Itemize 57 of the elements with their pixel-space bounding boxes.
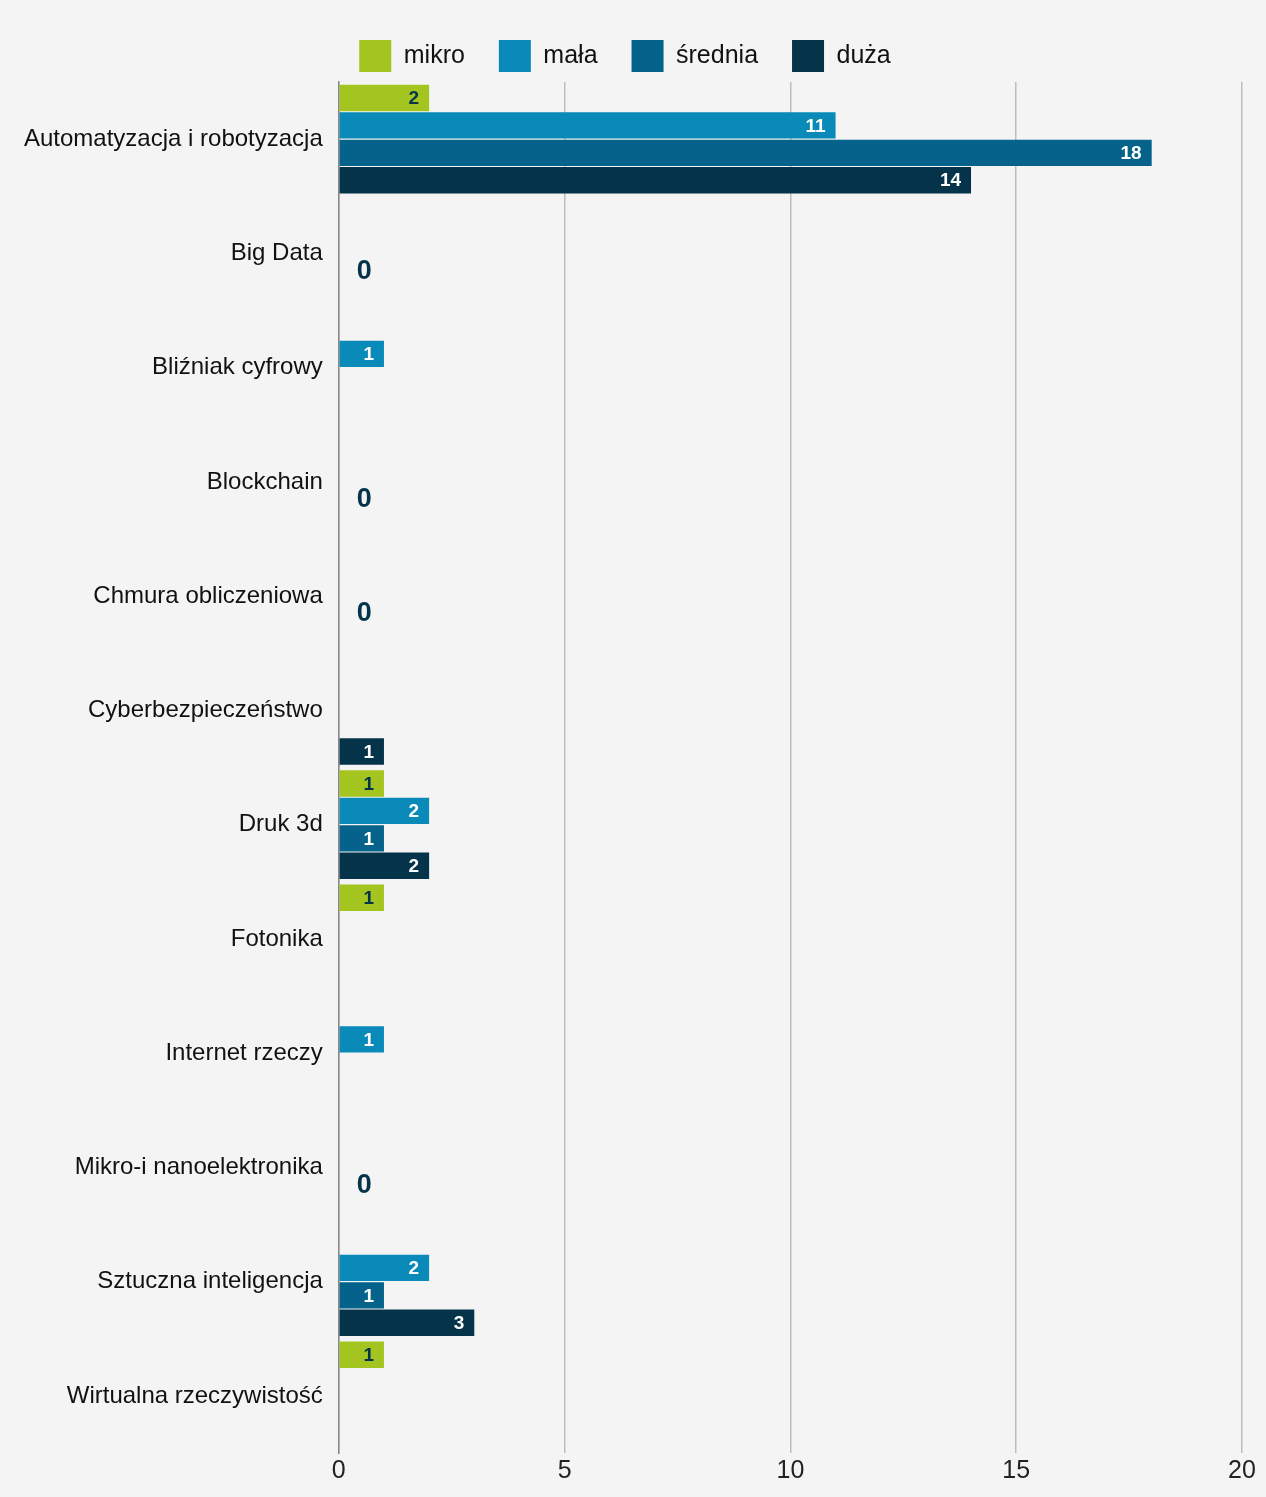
data-label: 14 bbox=[939, 169, 962, 191]
data-label: 3 bbox=[453, 1311, 465, 1333]
data-label: 0 bbox=[356, 483, 372, 514]
y-tick-label: Druk 3d bbox=[238, 809, 323, 837]
bar bbox=[339, 852, 430, 879]
data-label: 0 bbox=[356, 254, 372, 285]
data-label: 1 bbox=[363, 886, 375, 908]
y-tick-label: Fotonika bbox=[230, 923, 324, 951]
bar bbox=[339, 1282, 384, 1309]
data-label: 0 bbox=[356, 597, 372, 628]
x-tick-label: 10 bbox=[776, 1454, 805, 1483]
data-label: 1 bbox=[363, 1028, 375, 1050]
bar bbox=[339, 112, 836, 139]
data-label: 1 bbox=[363, 740, 375, 762]
bar bbox=[339, 167, 972, 194]
legend-label: duża bbox=[836, 39, 891, 68]
data-label: 2 bbox=[408, 1257, 420, 1279]
y-tick-label: Wirtualna rzeczywistość bbox=[66, 1380, 323, 1408]
x-tick-label: 15 bbox=[1002, 1454, 1031, 1483]
data-label: 1 bbox=[363, 1343, 375, 1365]
legend-label: mikro bbox=[403, 39, 465, 68]
bar bbox=[339, 1341, 384, 1368]
data-label: 0 bbox=[356, 1168, 372, 1199]
bar bbox=[339, 139, 1152, 166]
bar bbox=[339, 797, 430, 825]
x-tick-label: 20 bbox=[1228, 1454, 1256, 1483]
y-tick-label: Automatyzacja i robotyzacja bbox=[23, 123, 324, 151]
bar bbox=[339, 770, 384, 797]
bar bbox=[339, 884, 384, 911]
bar bbox=[339, 84, 430, 112]
bar bbox=[339, 340, 384, 368]
data-label: 18 bbox=[1120, 142, 1142, 164]
legend-label: mała bbox=[543, 39, 598, 68]
y-tick-label: Big Data bbox=[230, 238, 324, 265]
y-tick-label: Sztuczna inteligencja bbox=[97, 1266, 324, 1294]
data-label: 1 bbox=[363, 827, 375, 849]
bar bbox=[339, 1309, 475, 1336]
y-tick-label: Chmura obliczeniowa bbox=[93, 580, 324, 608]
data-label: 2 bbox=[408, 87, 420, 109]
bar bbox=[339, 738, 384, 765]
legend-label: średnia bbox=[676, 39, 759, 68]
y-tick-label: Internet rzeczy bbox=[165, 1037, 323, 1065]
x-tick-label: 5 bbox=[557, 1454, 572, 1483]
y-tick-label: Bliźniak cyfrowy bbox=[152, 352, 323, 380]
bar bbox=[339, 825, 384, 852]
y-tick-label: Mikro-i nanoelektronika bbox=[74, 1152, 324, 1179]
data-label: 1 bbox=[363, 772, 375, 794]
y-tick-label: Cyberbezpieczeństwo bbox=[88, 695, 323, 722]
data-label: 2 bbox=[408, 854, 420, 876]
data-label: 11 bbox=[805, 114, 826, 136]
data-label: 1 bbox=[363, 1284, 375, 1306]
x-tick-label: 0 bbox=[331, 1454, 346, 1483]
bar bbox=[339, 1026, 384, 1053]
y-tick-label: Blockchain bbox=[206, 466, 323, 494]
data-label: 2 bbox=[408, 800, 420, 822]
bar bbox=[339, 1254, 430, 1282]
data-label: 1 bbox=[363, 343, 375, 365]
